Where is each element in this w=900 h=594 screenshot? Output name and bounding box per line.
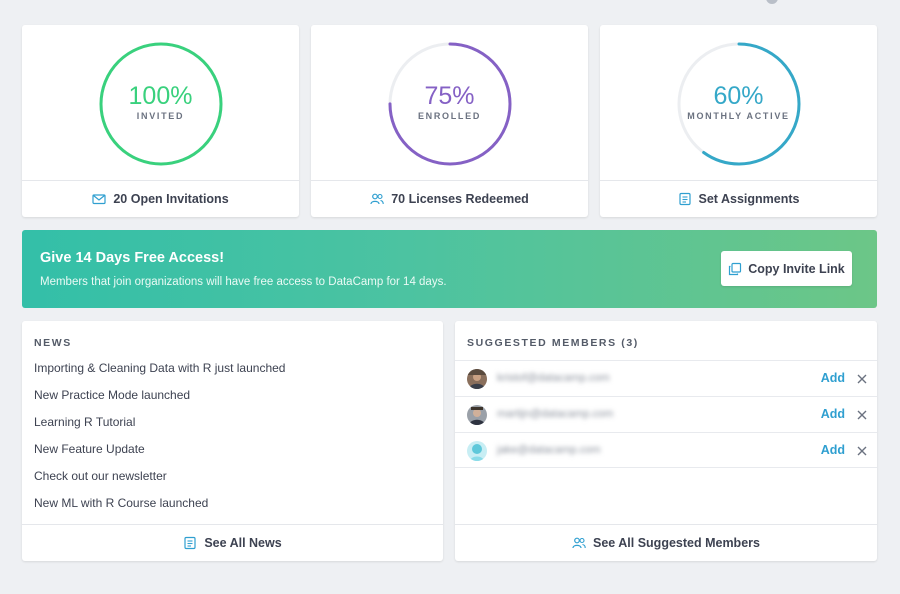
document-icon [678,192,692,206]
set-assignments-label: Set Assignments [698,192,800,206]
see-all-suggested-members-label: See All Suggested Members [593,536,760,550]
invited-label: INVITED [136,111,185,121]
set-assignments-link[interactable]: Set Assignments [600,180,877,217]
envelope-icon [92,192,106,206]
users-icon [572,536,586,550]
member-email: kristof@datacamp.com [497,372,610,384]
banner-title: Give 14 Days Free Access! [40,250,225,266]
open-invitations-link[interactable]: 20 Open Invitations [22,180,299,217]
close-icon[interactable] [856,372,868,384]
avatar [467,369,487,389]
copy-invite-link-label: Copy Invite Link [748,261,845,276]
suggested-members-panel: SUGGESTED MEMBERS (3) kristof@datacamp.c… [455,321,877,561]
see-all-news-label: See All News [204,536,282,550]
banner-subtitle: Members that join organizations will hav… [40,276,447,288]
copy-icon [728,262,742,276]
stat-card-enrolled: 75% ENROLLED 70 Licenses Redeemed [311,25,588,217]
enrolled-progress-ring [387,41,513,167]
news-title: NEWS [34,337,72,349]
copy-invite-link-button[interactable]: Copy Invite Link [721,251,852,286]
stat-card-invited: 100% INVITED 20 Open Invitations [22,25,299,217]
avatar [467,441,487,461]
enrolled-label: ENROLLED [417,111,482,121]
users-icon [370,192,384,206]
free-access-banner: Give 14 Days Free Access! Members that j… [22,230,877,308]
news-item[interactable]: New Feature Update [34,442,145,456]
news-item[interactable]: New ML with R Course launched [34,496,209,510]
news-list: Importing & Cleaning Data with R just la… [34,361,431,523]
enrolled-progress-arc [388,42,511,166]
monthly-active-label: MONTHLY ACTIVE [687,111,790,121]
stat-card-monthly-active: 60% MONTHLY ACTIVE Set Assignments [600,25,877,217]
invited-progress-ring [98,41,224,167]
licenses-redeemed-label: 70 Licenses Redeemed [391,192,529,206]
member-row: kristof@datacamp.com Add [455,360,877,396]
news-item[interactable]: Learning R Tutorial [34,415,136,429]
member-email: martijn@datacamp.com [497,408,614,420]
add-member-button[interactable]: Add [820,443,845,457]
news-item[interactable]: Importing & Cleaning Data with R just la… [34,361,286,375]
monthly-active-progress-arc [677,42,800,166]
member-row: jake@datacamp.com Add [455,432,877,468]
invited-percent: 100% [128,82,193,110]
open-invitations-label: 20 Open Invitations [113,192,229,206]
document-icon [183,536,197,550]
news-item[interactable]: New Practice Mode launched [34,388,191,402]
add-member-button[interactable]: Add [820,407,845,421]
member-row: martijn@datacamp.com Add [455,396,877,432]
add-member-button[interactable]: Add [820,371,845,385]
avatar [467,405,487,425]
invited-progress-arc [99,42,222,166]
news-item[interactable]: Check out our newsletter [34,469,167,483]
monthly-active-percent: 60% [713,82,764,110]
news-panel: NEWS Importing & Cleaning Data with R ju… [22,321,443,561]
see-all-suggested-members-link[interactable]: See All Suggested Members [455,524,877,561]
suggested-members-title: SUGGESTED MEMBERS (3) [467,337,639,349]
suggested-members-list: kristof@datacamp.com Add martijn@datacam… [455,360,877,468]
monthly-active-progress-ring [676,41,802,167]
close-icon[interactable] [856,444,868,456]
enrolled-percent: 75% [424,82,475,110]
close-icon[interactable] [856,408,868,420]
user-avatar-partial[interactable] [766,0,778,4]
see-all-news-link[interactable]: See All News [22,524,443,561]
licenses-redeemed-link[interactable]: 70 Licenses Redeemed [311,180,588,217]
member-email: jake@datacamp.com [497,444,601,456]
